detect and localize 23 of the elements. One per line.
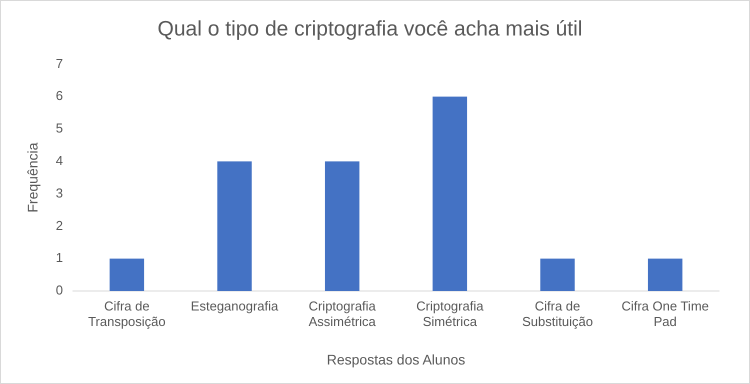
x-axis-title: Respostas dos Alunos (326, 351, 466, 368)
y-tick-label: 0 (56, 282, 64, 298)
bar (324, 161, 360, 291)
y-tick-label: 7 (56, 56, 64, 71)
bar (648, 258, 682, 291)
bar (110, 258, 144, 291)
y-tick-label: 4 (56, 152, 64, 168)
bar (217, 161, 252, 291)
x-tick-label: Criptografia Assimétrica (308, 298, 377, 329)
bar (432, 96, 468, 291)
chart-title: Qual o tipo de criptografia você acha mais útil (158, 17, 582, 40)
x-tick-label: Esteganografia (190, 298, 280, 314)
y-axis-title: Frequência (24, 142, 40, 213)
x-tick-label: Cifra de Transposição (88, 298, 166, 329)
x-tick-label: Cifra de Substituição (522, 298, 593, 329)
y-tick-label: 6 (56, 88, 64, 104)
y-tick-label: 5 (56, 120, 64, 136)
x-tick-label: Criptografia Simétrica (416, 298, 484, 329)
y-tick-label: 1 (56, 250, 64, 266)
y-tick-label: 2 (56, 218, 64, 233)
x-tick-label: Cifra One Time Pad (621, 298, 709, 329)
y-tick-label: 3 (56, 185, 64, 200)
bar (540, 258, 575, 291)
